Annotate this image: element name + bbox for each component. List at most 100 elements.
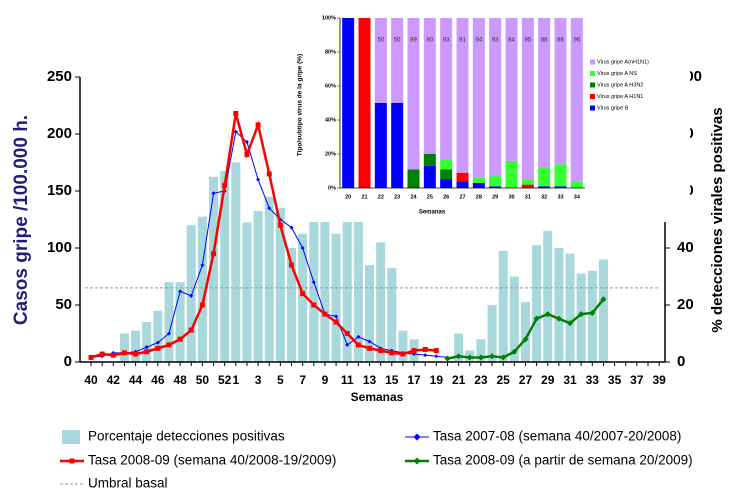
bar-segment (374, 18, 387, 103)
x-tick-label: 11 (341, 373, 354, 387)
marker (88, 354, 94, 360)
y-axis-title: Casos gripe /100.000 h. (11, 115, 32, 325)
marker (133, 351, 139, 357)
bar (153, 310, 163, 362)
marker (289, 225, 294, 230)
x-tick-label: 25 (497, 373, 511, 387)
bar-segment (570, 18, 583, 182)
bar (186, 225, 196, 362)
bar-segment (505, 18, 518, 161)
marker (155, 340, 160, 345)
y-tick-label: 250 (47, 68, 72, 85)
marker (211, 251, 217, 257)
data-label: 83 (443, 38, 450, 44)
bar (142, 322, 152, 362)
bar-segment (342, 18, 355, 188)
bar-segment (456, 181, 469, 188)
marker (334, 314, 339, 319)
x-tick-label: 48 (173, 373, 187, 387)
legend-label: Virus gripe B (597, 105, 629, 111)
data-label: 96 (573, 38, 580, 44)
marker (345, 342, 350, 347)
x-tick-label: 19 (430, 373, 444, 387)
bar-segment (440, 169, 453, 180)
legend-swatch (590, 59, 595, 65)
legend-label: Virus gripe A(nH1N1) (597, 59, 649, 65)
y-tick-label: 0 (64, 353, 72, 370)
bar (454, 333, 464, 362)
legend-swatch (62, 430, 80, 444)
bar (476, 339, 486, 362)
bar (275, 208, 285, 362)
marker (423, 353, 428, 358)
marker (289, 262, 295, 268)
x-tick-label: 34 (574, 194, 581, 200)
marker (589, 309, 596, 316)
bar-segment (521, 184, 534, 188)
bar-segment (423, 165, 436, 188)
marker (311, 280, 316, 285)
marker (333, 319, 339, 325)
bar-segment (407, 169, 420, 188)
marker (466, 354, 473, 361)
marker (255, 122, 261, 128)
marker (177, 336, 183, 342)
bar (119, 333, 129, 362)
bar (509, 276, 519, 362)
bar-segment (554, 18, 567, 165)
bar (264, 196, 274, 362)
bar (209, 176, 219, 362)
marker (300, 246, 305, 250)
marker (578, 311, 585, 318)
x-tick-label: 7 (299, 373, 306, 387)
marker (400, 351, 406, 357)
marker (233, 110, 239, 116)
bar (576, 273, 586, 362)
bar-segment (456, 172, 469, 182)
bar-segment (554, 186, 567, 188)
marker (166, 331, 171, 336)
x-tick-label: 30 (508, 194, 514, 200)
marker (477, 354, 484, 361)
y-tick-label: 40% (325, 117, 336, 123)
marker (121, 350, 127, 356)
data-label: 89 (410, 38, 417, 44)
marker (266, 171, 272, 177)
x-tick-label: 20 (345, 194, 351, 200)
bar (197, 216, 207, 362)
legend-marker (413, 433, 421, 441)
data-label: 86 (557, 38, 564, 44)
bar (587, 270, 597, 362)
marker (567, 320, 574, 327)
marker (256, 177, 261, 182)
marker (489, 353, 496, 360)
y-tick-label: 20% (325, 151, 336, 157)
y2-tick-label: 0 (677, 353, 685, 370)
legend-swatch (590, 71, 595, 76)
bar-segment (440, 179, 453, 188)
marker (166, 342, 172, 348)
x-tick-label: 46 (151, 373, 165, 387)
legend-label: Tasa 2008-09 (semana 40/2008-19/2009) (88, 453, 336, 468)
x-tick-label: 23 (394, 194, 400, 200)
x-tick-label: 22 (378, 194, 384, 200)
marker (522, 336, 529, 343)
marker (200, 263, 205, 268)
legend-marker (69, 458, 75, 464)
bar (532, 245, 542, 362)
x-tick-label: 40 (84, 373, 98, 387)
marker (188, 327, 194, 333)
bar (353, 219, 363, 362)
data-label: 80 (426, 38, 433, 44)
bar-segment (538, 18, 551, 168)
marker (189, 293, 194, 298)
bar (498, 250, 508, 362)
x-tick-label: 32 (541, 194, 547, 200)
marker (500, 354, 507, 361)
bar-segment (472, 182, 485, 188)
bar (231, 162, 241, 362)
bar-segment (391, 103, 404, 188)
data-label: 88 (541, 38, 548, 44)
x-tick-label: 17 (407, 373, 421, 387)
bar-segment (440, 159, 453, 170)
